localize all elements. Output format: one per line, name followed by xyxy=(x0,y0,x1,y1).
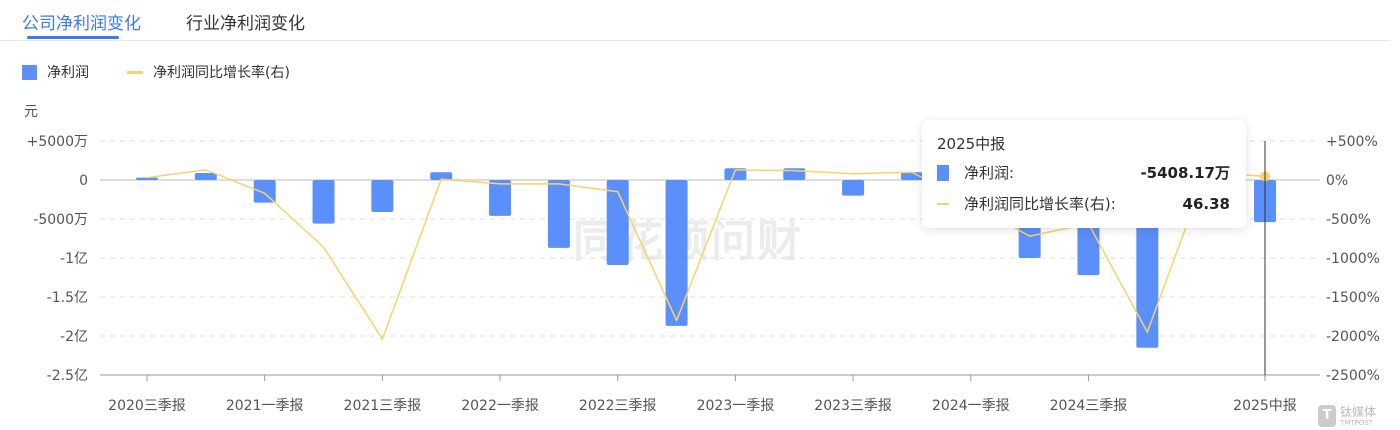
tmtpost-logo: T 钛媒体 TMTPOST xyxy=(1318,405,1376,427)
bar-2020三季报 xyxy=(136,177,158,180)
bar-2021三季报 xyxy=(371,180,394,212)
tab-industry-net-profit[interactable]: 行业净利润变化 xyxy=(186,14,305,34)
bar-2022中报 xyxy=(547,180,570,248)
bar-2021年报 xyxy=(430,172,453,180)
bar-2020年报 xyxy=(194,172,217,180)
bar-2022年报 xyxy=(665,180,688,326)
x-axis-tick-label: 2024三季报 xyxy=(1050,398,1128,414)
right-axis-tick-label: -2000% xyxy=(1326,329,1380,345)
bar-2023三季报 xyxy=(842,180,865,196)
left-axis-tick-label: 0 xyxy=(79,173,88,189)
left-axis-unit: 元 xyxy=(24,104,38,120)
right-axis-tick-label: +500% xyxy=(1326,134,1378,150)
x-axis-tick-label: 2021三季报 xyxy=(344,398,422,414)
tooltip-line-value: 46.38 xyxy=(1182,194,1230,213)
tooltip-row-bar: 净利润: -5408.17万 xyxy=(937,162,1230,183)
left-axis-tick-label: -2亿 xyxy=(60,329,88,345)
bar-2021中报 xyxy=(312,180,335,224)
legend-line-label[interactable]: 净利润同比增长率(右) xyxy=(153,65,290,81)
bar-2023一季报 xyxy=(724,168,747,180)
tooltip: 2025中报 净利润: -5408.17万 净利润同比增长率(右): 46.38 xyxy=(922,120,1246,228)
tab-company-net-profit[interactable]: 公司净利润变化 xyxy=(22,14,141,34)
x-axis-tick-label: 2022一季报 xyxy=(461,398,539,414)
right-axis-tick-label: 0% xyxy=(1326,173,1348,189)
tooltip-bar-swatch xyxy=(937,164,949,181)
legend-line-swatch[interactable] xyxy=(127,70,143,74)
tab-bar: 公司净利润变化 行业净利润变化 xyxy=(0,0,1390,41)
legend-bar-label[interactable]: 净利润 xyxy=(47,65,89,81)
x-axis-tick-label: 2020三季报 xyxy=(108,398,186,414)
bar-2021一季报 xyxy=(253,180,276,203)
right-axis-tick-label: -1500% xyxy=(1326,290,1380,306)
bar-2023年报 xyxy=(900,172,923,180)
tooltip-line-label: 净利润同比增长率(右): xyxy=(964,195,1116,213)
x-axis-tick-label: 2023一季报 xyxy=(697,398,775,414)
tooltip-bar-value: -5408.17万 xyxy=(1140,164,1230,182)
x-axis-tick-label: 2022三季报 xyxy=(579,398,657,414)
right-axis-tick-label: -500% xyxy=(1326,212,1371,228)
logo-name: 钛媒体 xyxy=(1340,404,1377,419)
left-axis-tick-label: -1.5亿 xyxy=(47,290,88,306)
tooltip-line-swatch xyxy=(937,202,949,205)
x-axis-tick-label: 2021一季报 xyxy=(226,398,304,414)
legend-bar-swatch[interactable] xyxy=(22,64,37,80)
bar-2022三季报 xyxy=(606,180,629,266)
left-axis-tick-label: -1亿 xyxy=(60,251,88,267)
left-axis-tick-label: +5000万 xyxy=(27,134,88,150)
right-axis-tick-label: -1000% xyxy=(1326,251,1380,267)
logo-sub: TMTPOST xyxy=(1340,418,1374,427)
tooltip-row-line: 净利润同比增长率(右): 46.38 xyxy=(937,193,1230,214)
left-axis-tick-label: -2.5亿 xyxy=(47,368,88,384)
logo-icon: T xyxy=(1318,405,1336,427)
x-axis-tick-label: 2025中报 xyxy=(1233,398,1297,414)
right-axis-tick-label: -2500% xyxy=(1326,368,1380,384)
tooltip-title: 2025中报 xyxy=(937,135,1006,153)
x-axis-tick-label: 2023三季报 xyxy=(814,398,892,414)
active-tab-indicator xyxy=(27,36,119,39)
x-axis-tick-label: 2024一季报 xyxy=(932,398,1010,414)
legend: 净利润 净利润同比增长率(右) xyxy=(22,62,290,82)
left-axis-tick-label: -5000万 xyxy=(33,212,88,228)
bar-2022一季报 xyxy=(489,180,512,216)
tooltip-bar-label: 净利润: xyxy=(964,164,1015,182)
logo-text: 钛媒体 TMTPOST xyxy=(1340,404,1377,427)
